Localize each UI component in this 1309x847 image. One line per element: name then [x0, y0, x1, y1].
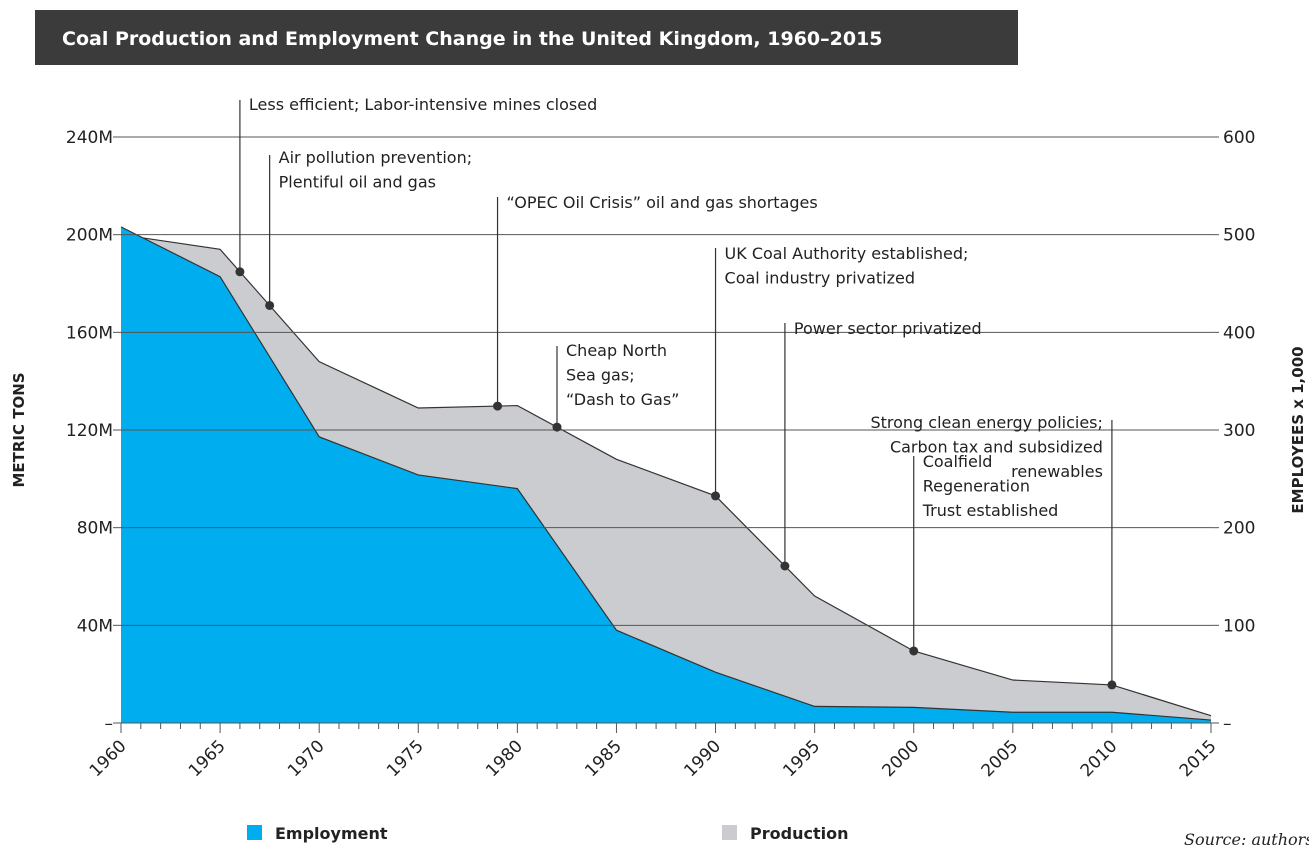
- chart-title: Coal Production and Employment Change in…: [62, 28, 883, 50]
- annotation-text: Carbon tax and subsidized: [890, 438, 1103, 457]
- legend-swatch: [722, 825, 737, 840]
- annotation-dot: [909, 646, 919, 656]
- x-tick-label: 1980: [482, 736, 527, 781]
- y-tick-label: 240M: [66, 128, 113, 148]
- annotation-text: Sea gas;: [566, 366, 635, 385]
- y-tick-label: 120M: [66, 421, 113, 441]
- annotation-text: Air pollution prevention;: [279, 148, 472, 167]
- annotation-text: Regeneration: [923, 477, 1030, 496]
- y-tick-label: 160M: [66, 323, 113, 343]
- x-tick-label: 2015: [1176, 736, 1221, 781]
- annotation-text: Power sector privatized: [794, 319, 982, 338]
- x-tick-label: 2000: [879, 736, 924, 781]
- y-axis-title: METRIC TONS: [10, 372, 28, 487]
- area: [121, 226, 1211, 723]
- annotation-dot: [711, 491, 721, 501]
- annotation-dot: [235, 267, 245, 277]
- x-tick-label: 1995: [779, 736, 824, 781]
- annotation-dot: [265, 300, 275, 310]
- annotation-text: Strong clean energy policies;: [870, 413, 1102, 432]
- x-tick-label: 1990: [680, 736, 725, 781]
- x-tick-label: 2010: [1077, 736, 1122, 781]
- area-outline: [120, 226, 1212, 721]
- source: Source: authors: [1184, 830, 1309, 847]
- x-tick-label: 2005: [978, 736, 1023, 781]
- x-tick-label: 1960: [86, 736, 131, 781]
- annotation-text: renewables: [1011, 462, 1103, 481]
- annotation-text: Plentiful oil and gas: [279, 173, 436, 192]
- x-tick-label: 1985: [581, 736, 626, 781]
- legend-swatch: [247, 825, 262, 840]
- legend-label: Employment: [275, 824, 388, 843]
- annotation-dot: [493, 401, 503, 411]
- annotation-dot: [780, 561, 790, 571]
- annotation-text: Less efficient; Labor-intensive mines cl…: [249, 95, 597, 114]
- y2-axis-title: EMPLOYEES x 1,000: [1289, 346, 1307, 513]
- title-bar: [35, 10, 1018, 65]
- annotation-text: “Dash to Gas”: [566, 390, 679, 409]
- y2-tick-label: 500: [1223, 226, 1255, 246]
- y2-tick-label: 100: [1223, 616, 1255, 636]
- x-tick-label: 1975: [383, 736, 428, 781]
- annotation-text: Coal industry privatized: [725, 269, 916, 288]
- y2-tick-label: 200: [1223, 519, 1255, 539]
- y-tick-label: –: [105, 714, 114, 734]
- x-tick-label: 1965: [185, 736, 230, 781]
- annotation-dot: [552, 422, 562, 432]
- y2-tick-label: 400: [1223, 323, 1255, 343]
- annotation-text: “OPEC Oil Crisis” oil and gas shortages: [507, 193, 818, 212]
- annotation-text: Trust established: [922, 501, 1059, 520]
- area-outline: [120, 234, 1212, 717]
- annotation-dot: [1107, 680, 1117, 690]
- annotation-text: Cheap North: [566, 341, 667, 360]
- y-tick-label: 40M: [77, 616, 113, 636]
- y2-tick-label: –: [1223, 714, 1232, 734]
- y-tick-label: 200M: [66, 226, 113, 246]
- y2-tick-label: 600: [1223, 128, 1255, 148]
- y2-tick-label: 300: [1223, 421, 1255, 441]
- annotation-text: UK Coal Authority established;: [725, 244, 969, 263]
- y-tick-label: 80M: [77, 519, 113, 539]
- x-tick-label: 1970: [284, 736, 329, 781]
- legend-label: Production: [750, 824, 848, 843]
- annotation-text: Coalfield: [923, 452, 993, 471]
